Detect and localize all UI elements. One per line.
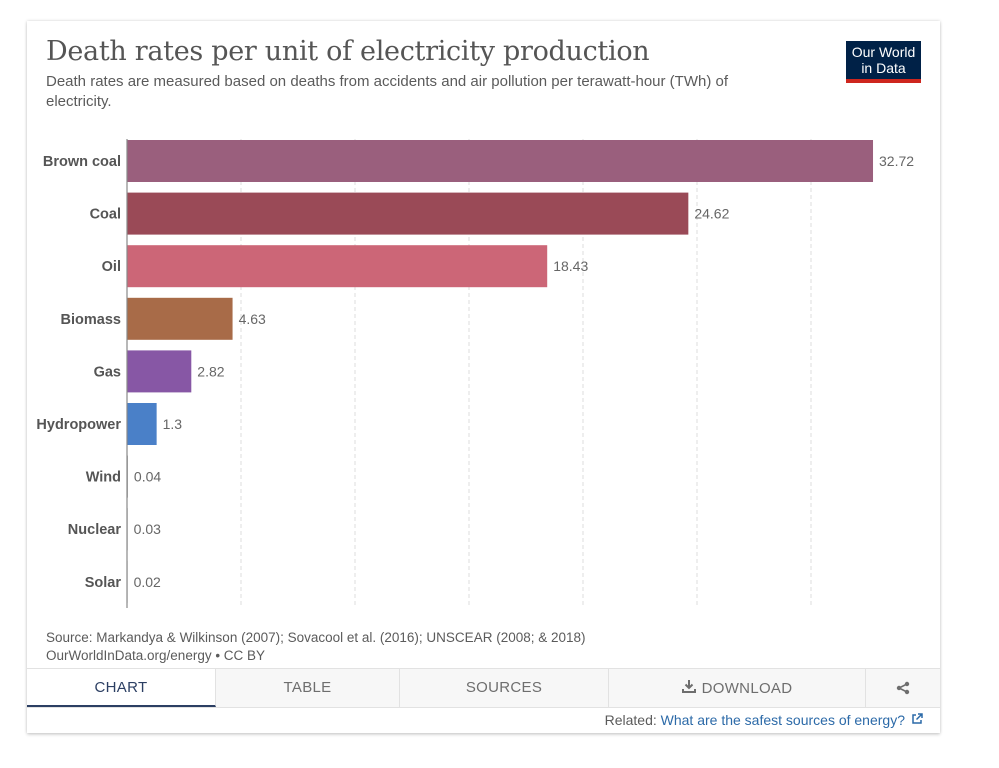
value-label: 1.3 <box>163 416 183 432</box>
category-label: Hydropower <box>36 417 121 433</box>
category-label: Coal <box>90 207 121 223</box>
url-license: OurWorldInData.org/energy • CC BY <box>46 648 266 663</box>
category-label: Wind <box>86 470 121 486</box>
chart-subtitle: Death rates are measured based on deaths… <box>46 73 729 110</box>
share-icon <box>896 679 910 696</box>
bar <box>127 297 233 340</box>
category-label: Oil <box>102 259 121 275</box>
category-label: Nuclear <box>68 522 122 538</box>
share-button[interactable] <box>866 669 940 707</box>
tab-bar: CHART TABLE SOURCES DOWNLOAD <box>27 668 940 708</box>
tab-sources-label: SOURCES <box>465 679 543 696</box>
bar <box>127 403 157 445</box>
category-label: Brown coal <box>43 154 121 170</box>
download-icon <box>681 669 696 707</box>
related-link-row: Related: What are the safest sources of … <box>605 712 923 728</box>
category-label: Gas <box>94 364 121 380</box>
value-label: 4.63 <box>239 311 266 327</box>
category-label: Biomass <box>61 312 121 328</box>
value-label: 32.72 <box>879 153 914 169</box>
related-link[interactable]: What are the safest sources of energy? <box>660 712 905 728</box>
bar <box>127 192 689 235</box>
tab-chart-label: CHART <box>94 679 148 696</box>
bar <box>127 350 192 393</box>
tab-download[interactable]: DOWNLOAD <box>609 669 866 707</box>
tab-chart[interactable]: CHART <box>27 669 216 707</box>
source-note: Source: Markandya & Wilkinson (2007); So… <box>46 629 586 665</box>
logo-line-2: in Data <box>861 60 906 76</box>
value-label: 0.02 <box>134 574 161 590</box>
tab-download-label: DOWNLOAD <box>701 680 793 697</box>
value-label: 2.82 <box>197 363 224 379</box>
bar <box>127 140 874 182</box>
logo-line-1: Our World <box>851 44 916 60</box>
tab-sources[interactable]: SOURCES <box>400 669 609 707</box>
chart-card: Death rates per unit of electricity prod… <box>27 21 940 733</box>
bar <box>127 245 548 288</box>
tab-table[interactable]: TABLE <box>216 669 400 707</box>
bar-chart: Brown coal 32.72 Coal 24.62 Oil 18.43 Biomass 4… <box>36 139 914 608</box>
tab-table-label: TABLE <box>283 679 332 696</box>
external-link-icon <box>911 713 923 728</box>
value-label: 0.04 <box>134 469 161 485</box>
related-prefix: Related: <box>604 712 657 728</box>
owid-logo[interactable]: Our World in Data <box>846 41 921 83</box>
value-label: 18.43 <box>553 258 588 274</box>
value-label: 24.62 <box>694 206 729 222</box>
value-label: 0.03 <box>134 521 161 537</box>
chart-title: Death rates per unit of electricity prod… <box>46 36 650 67</box>
category-label: Solar <box>85 575 122 591</box>
source-text: Source: Markandya & Wilkinson (2007); So… <box>46 630 586 645</box>
